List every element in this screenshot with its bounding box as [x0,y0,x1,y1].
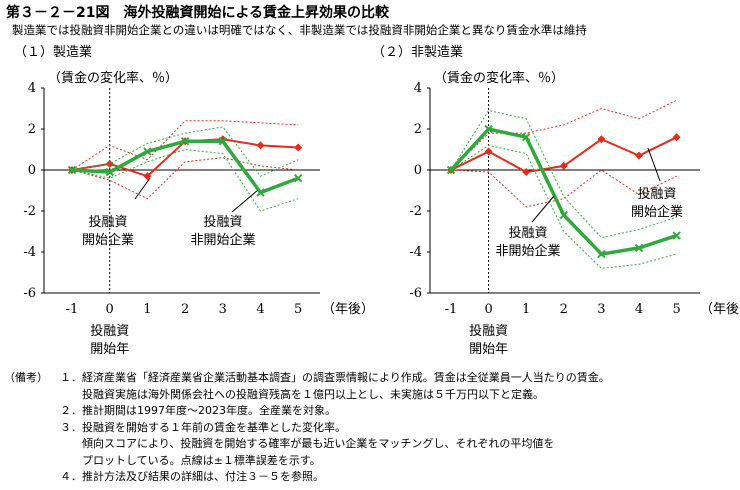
data-point [559,161,568,170]
note-number: ４． [60,470,82,483]
x-tick-label: 2 [181,302,189,317]
annotation-leader-line [647,147,661,182]
figure-subtitle: 製造業では投融資非開始企業との違いは明確ではなく、非製造業では投融資非開始企業と… [12,23,587,37]
note-2: ２．推計期間は1997年度～2023年度。全産業を対象。 [4,403,736,420]
data-point [559,210,569,220]
panel-title-nonmanufacturing: （２）非製造業 [372,45,464,60]
y-tick-label: 0 [28,163,36,178]
band-upper-line [450,109,677,239]
data-point [521,132,531,142]
note-text: 投融資を開始する１年前の賃金を基準とした変化率。 [82,420,346,434]
note-number: ３． [60,420,82,434]
data-point [634,243,644,253]
y-tick-label: -4 [23,245,36,260]
x-tick-label: 1 [143,302,151,317]
x-tick-label: 4 [256,302,264,317]
x-tick-label: 3 [597,302,605,317]
event-label: 投融資 [469,323,508,339]
x-tick-label: 5 [294,302,302,317]
series-annotation: 非開始企業 [190,232,255,248]
x-axis-label: （年後） [322,302,374,317]
y-tick-label: -2 [23,204,36,219]
data-point [294,143,303,152]
data-point [672,231,681,240]
x-axis-label: （年後） [700,302,740,317]
y-axis-label: （賃金の変化率、％） [48,70,178,86]
event-label: 開始年 [90,342,129,357]
data-point [484,147,493,156]
y-tick-label: 4 [414,81,422,96]
band-lower-line [71,148,299,212]
series-annotation: 投融資 [203,214,242,230]
x-tick-label: 4 [635,302,643,317]
x-tick-label: -1 [445,302,458,317]
note-text: 推計方法及び結果の詳細は、付注３－５を参照。 [82,470,324,483]
data-point [218,137,228,146]
band-lower-line [71,157,299,200]
x-tick-label: 1 [522,302,530,317]
note-text: 投融資実施は海外関係会社への投融資残高を１億円以上とし、未実施は５千万円以下と定… [82,387,544,401]
data-point [105,167,114,177]
series-annotation: 非開始企業 [495,243,560,259]
annotation-leader-line [531,195,555,223]
x-tick-label: 3 [219,302,227,317]
panel-title-manufacturing: （１）製造業 [14,45,93,60]
x-tick-label: 5 [672,302,680,317]
annotation-leader-line [231,189,259,213]
data-point [635,151,643,160]
y-axis-label: （賃金の変化率、％） [434,70,564,86]
x-tick-label: 0 [106,302,114,317]
y-tick-label: 4 [28,81,36,96]
data-point [597,135,606,144]
band-lower-line [450,144,677,269]
x-tick-label: -1 [66,302,79,317]
series-annotation: 投融資 [88,214,127,230]
y-tick-label: 2 [414,122,422,137]
data-point [672,133,681,142]
series-annotation: 投融資 [637,186,676,202]
y-tick-label: -6 [409,286,422,301]
note-text: 傾向スコアにより、投融資を開始する確率が最も近い企業をマッチングし、それぞれの平… [82,437,555,450]
figure-title: 第３－２－21図 海外投融資開始による賃金上昇効果の比較 [6,5,390,21]
data-point [522,168,531,177]
note-number: １． [60,371,82,384]
data-point [143,147,152,156]
note-1: （備考） １．経済産業省「経済産業省企業活動基本調査」の調査票情報により作成。賃… [4,370,736,387]
notes-section: （備考） １．経済産業省「経済産業省企業活動基本調査」の調査票情報により作成。賃… [4,370,736,486]
series-line [71,139,299,195]
data-point [293,173,303,183]
y-tick-label: 2 [28,122,36,137]
notes-prefix: （備考） [4,371,48,384]
data-point [484,124,493,134]
data-point [105,159,114,168]
note-text: 経済産業省「経済産業省企業活動基本調査」の調査票情報により作成。賃金は全従業員一… [82,371,610,384]
data-point [180,137,190,146]
annotation-leader-line [134,177,151,200]
series-annotation: 投融資 [508,225,547,241]
series-annotation: 開始企業 [631,204,683,220]
data-point [256,141,265,150]
y-tick-label: -4 [409,245,422,260]
band-upper-line [71,120,299,171]
y-tick-label: -6 [23,286,36,301]
series-annotation: 開始企業 [82,232,134,248]
note-3: ３．投融資を開始する１年前の賃金を基準とした変化率。 [4,420,736,437]
event-label: 開始年 [469,342,508,357]
data-point [446,165,456,175]
note-text: 推計期間は1997年度～2023年度。全産業を対象。 [82,404,336,417]
x-tick-label: 0 [484,302,492,317]
event-label: 投融資 [90,323,129,339]
note-4: ４．推計方法及び結果の詳細は、付注３－５を参照。 [4,469,736,486]
y-tick-label: -2 [409,204,422,219]
note-text: プロットしている。点線は±１標準誤差を示す。 [82,453,321,467]
x-tick-label: 2 [560,302,568,317]
band-upper-line [450,99,677,171]
band-lower-line [450,169,677,208]
y-tick-label: 0 [414,163,422,178]
band-upper-line [71,126,299,177]
data-point [67,165,77,175]
data-point [597,249,606,259]
note-number: ２． [60,404,82,417]
